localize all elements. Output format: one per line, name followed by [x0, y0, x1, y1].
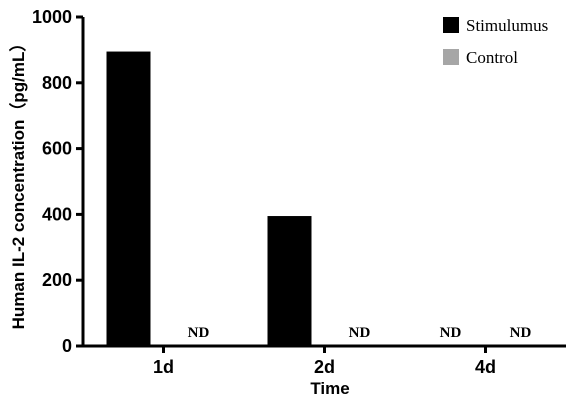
y-axis: 0 200 400 600 800 1000 — [32, 7, 85, 356]
y-tick-label: 600 — [42, 139, 72, 159]
legend-label: Stimulumus — [466, 16, 548, 35]
legend-swatch — [443, 17, 459, 33]
x-tick-label: 1d — [153, 357, 174, 377]
y-tick-label: 400 — [42, 204, 72, 224]
nd-label: ND — [510, 325, 532, 341]
y-tick-label: 800 — [42, 73, 72, 93]
nd-label: ND — [349, 325, 371, 341]
legend: Stimulumus Control — [443, 16, 548, 67]
y-tick-label: 200 — [42, 270, 72, 290]
nd-label: ND — [188, 325, 210, 341]
x-axis-title: Time — [310, 379, 349, 398]
y-axis-title: Human IL-2 concentration（pg/mL） — [8, 35, 28, 330]
legend-label: Control — [466, 48, 518, 67]
plot-area: ND ND ND ND — [106, 51, 532, 347]
legend-swatch — [443, 49, 459, 65]
x-tick-label: 2d — [314, 357, 335, 377]
bar-stimulumus-2d — [267, 216, 312, 346]
y-tick-label: 0 — [62, 336, 72, 356]
bar-stimulumus-1d — [106, 51, 151, 347]
y-tick-label: 1000 — [32, 7, 72, 27]
x-tick-label: 4d — [475, 357, 496, 377]
nd-label: ND — [440, 325, 462, 341]
x-axis: 1d 2d 4d — [83, 344, 566, 377]
